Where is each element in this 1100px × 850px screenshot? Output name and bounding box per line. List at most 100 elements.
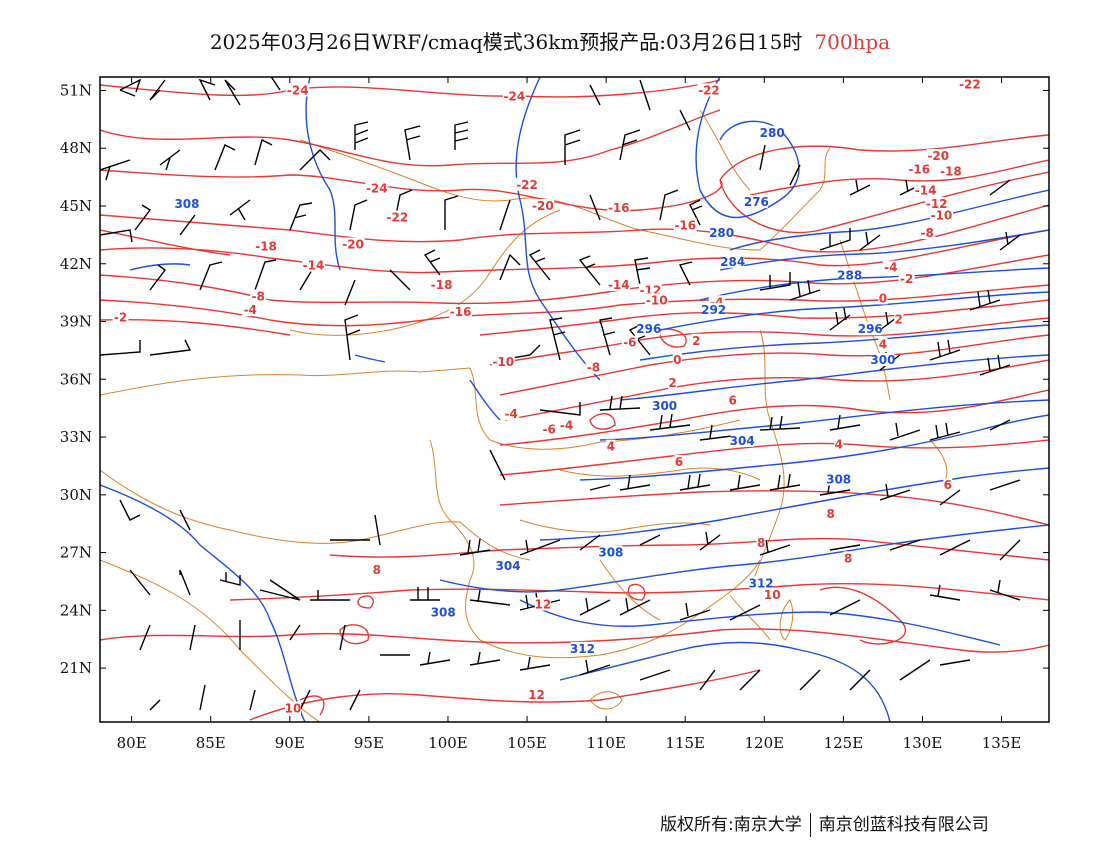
temperature-label-background (302, 258, 326, 272)
height-label-background (496, 559, 520, 573)
temperature-label: -2 (114, 311, 127, 325)
height-label-background (710, 225, 734, 239)
lat-tick-label: 33N (60, 428, 92, 446)
height-label-background (744, 195, 768, 209)
title-text: 2025年03月26日WRF/cmaq模式36km预报产品:03月26日15时 (209, 30, 803, 54)
lat-tick-label: 30N (60, 486, 92, 504)
temperature-label: 4 (834, 438, 842, 452)
company-name: 南京创蓝科技有限公司 (818, 815, 989, 835)
temperature-label-background (286, 83, 310, 97)
height-label: 312 (570, 642, 595, 656)
temperature-label: -6 (623, 336, 636, 350)
temperature-label-background (878, 337, 888, 351)
longitude-axis: 80E 85E 90E 95E 100E 105E 110E 115E 120E 125E 130E… (117, 734, 1022, 752)
height-label-background (838, 268, 862, 282)
height-label: 300 (870, 353, 895, 367)
footer: 版权所有:南京大学 南京创蓝科技有限公司 (660, 810, 989, 837)
height-label: 308 (174, 197, 199, 211)
lon-tick-label: 110E (586, 734, 626, 752)
axis-ticks (100, 77, 1049, 722)
temperature-label-background (882, 260, 899, 274)
temperature-label: -20 (927, 149, 949, 163)
temperature-label-background (585, 360, 602, 374)
height-label-background (599, 545, 623, 559)
wind-barbs (100, 77, 1021, 711)
temperature-label: -16 (450, 305, 472, 319)
temperature-label-background (898, 272, 915, 286)
temperature-label-background (341, 237, 365, 251)
lat-tick-label: 51N (60, 81, 92, 99)
temperature-label: -14 (915, 184, 937, 198)
height-label: 280 (760, 126, 785, 140)
temperature-contours (100, 79, 1049, 721)
temperature-label: -18 (255, 239, 277, 253)
temperature-label: -10 (646, 293, 668, 307)
height-label: 276 (744, 195, 769, 209)
temperature-label: -10 (492, 355, 514, 369)
temperature-label: -22 (698, 83, 720, 97)
footer-separator (809, 813, 811, 837)
temperature-label-background (756, 535, 766, 549)
boundary-lines (100, 109, 948, 722)
temperature-label-background (914, 183, 938, 197)
temperature-label-background (503, 406, 520, 420)
temperature-label-background (558, 418, 575, 432)
lon-tick-label: 100E (428, 734, 468, 752)
temperature-label-background (907, 162, 931, 176)
temperature-label-background (668, 376, 678, 390)
height-label-background (760, 125, 784, 139)
temperature-label: 2 (895, 313, 903, 327)
height-label-background (637, 322, 661, 336)
temperature-label: -16 (674, 218, 696, 232)
temperature-label-background (764, 587, 781, 601)
height-label: 300 (652, 399, 677, 413)
temperature-label: 0 (673, 353, 681, 367)
lon-tick-label: 125E (824, 734, 864, 752)
height-label-background (749, 576, 773, 590)
pressure-level-label: 700hpa (814, 30, 891, 54)
temperature-label-background (254, 239, 278, 253)
temperature-label: 4 (607, 440, 615, 454)
temperature-label: -12 (926, 197, 948, 211)
temperature-label: 0 (879, 291, 887, 305)
temperature-label-background (606, 439, 616, 453)
height-label-background (653, 399, 677, 413)
temperature-label-background (365, 181, 389, 195)
height-label-background (721, 254, 745, 268)
temperature-label-background (728, 393, 738, 407)
temperature-label: -16 (608, 201, 630, 215)
height-label: 280 (709, 226, 734, 240)
temperature-label: 6 (944, 478, 952, 492)
temperature-label-background (250, 289, 267, 303)
temperature-label: -22 (516, 178, 538, 192)
height-label: 308 (431, 605, 456, 619)
height-label: 312 (749, 576, 774, 590)
temperature-label: 12 (528, 688, 545, 702)
temperature-label: 4 (879, 338, 887, 352)
temperature-label-background (691, 333, 701, 347)
lon-tick-label: 80E (117, 734, 147, 752)
temperature-label-background (645, 293, 669, 307)
copyright-text: 版权所有:南京大学 (660, 815, 802, 835)
lat-tick-label: 21N (60, 659, 92, 677)
height-label: 296 (858, 322, 883, 336)
temperature-label-background (430, 277, 454, 291)
lat-tick-label: 27N (60, 544, 92, 562)
temperature-label: -20 (532, 199, 554, 213)
temperature-label: -18 (940, 164, 962, 178)
temperature-label-background (385, 210, 409, 224)
temperature-label-background (674, 455, 684, 469)
temperature-label-background (242, 302, 259, 316)
height-label-background (175, 197, 199, 211)
lon-tick-label: 115E (665, 734, 705, 752)
chart-title: 2025年03月26日WRF/cmaq模式36km预报产品:03月26日15时 7… (0, 26, 1100, 55)
temperature-label-background (672, 353, 682, 367)
temperature-label: -22 (959, 78, 981, 92)
temperature-label: -14 (608, 278, 630, 292)
lat-tick-label: 24N (60, 601, 92, 619)
temperature-label-background (929, 208, 953, 222)
temperature-label: -20 (342, 238, 364, 252)
temperature-label-background (502, 89, 526, 103)
